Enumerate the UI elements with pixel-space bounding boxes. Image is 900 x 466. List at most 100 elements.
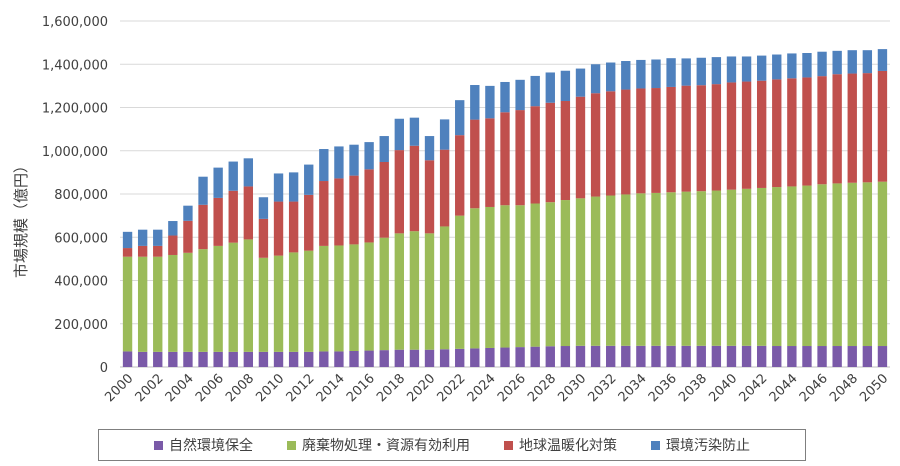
bar-segment <box>243 239 254 352</box>
bar-segment <box>711 190 722 346</box>
y-axis-label: 市場規模（億円） <box>12 158 30 278</box>
bar-segment <box>470 119 480 209</box>
y-tick-label: 0 <box>100 361 108 376</box>
bar-segment <box>319 181 329 246</box>
bar-segment <box>243 351 254 367</box>
x-tick-label: 2024 <box>465 371 499 405</box>
bar-segment <box>756 55 767 81</box>
bar-segment <box>696 85 706 192</box>
bar-segment <box>137 256 148 352</box>
bar-segment <box>545 346 555 367</box>
bar-segment <box>409 349 420 367</box>
x-tick-label: 2034 <box>616 371 650 405</box>
bar-segment <box>168 254 178 352</box>
bar-segment <box>756 187 767 346</box>
bar-segment <box>787 186 797 347</box>
bar-segment <box>772 79 782 188</box>
bar-segment <box>153 256 163 352</box>
bar-segment <box>772 346 782 367</box>
bar-segment <box>334 178 344 246</box>
bar-segment <box>802 346 812 367</box>
bar-segment <box>304 164 314 195</box>
bar-segment <box>470 348 480 367</box>
bar-segment <box>500 112 510 206</box>
x-tick-label: 2030 <box>555 371 589 405</box>
bar-segment <box>364 350 374 367</box>
bar-segment <box>168 351 178 367</box>
bar-segment <box>168 221 178 236</box>
bar-segment <box>590 196 601 346</box>
bars <box>122 49 888 367</box>
bar-segment <box>711 345 722 367</box>
bar-segment <box>877 70 888 182</box>
bar-segment <box>273 201 284 256</box>
legend-item: 廃棄物処理・資源有効利用 <box>287 435 470 455</box>
bar-segment <box>288 172 299 202</box>
bar-segment <box>545 102 555 203</box>
y-tick-label: 1,000,000 <box>42 145 108 160</box>
legend-item: 自然環境保全 <box>154 435 253 455</box>
bar-segment <box>409 231 420 350</box>
bar-segment <box>621 61 631 90</box>
bar-segment <box>847 50 857 74</box>
bar-segment <box>379 136 389 162</box>
legend-item: 環境汚染防止 <box>651 435 750 455</box>
legend-label: 地球温暖化対策 <box>519 438 617 454</box>
bar-segment <box>198 204 208 250</box>
bar-segment <box>349 144 359 176</box>
bar-segment <box>500 81 510 113</box>
bar-segment <box>288 201 299 253</box>
bar-segment <box>530 346 540 367</box>
bar-segment <box>862 182 873 347</box>
bar-segment <box>319 149 329 182</box>
bar-segment <box>394 150 404 234</box>
x-tick-label: 2026 <box>495 371 529 405</box>
bar-segment <box>756 80 767 188</box>
bar-segment <box>213 245 223 352</box>
bar-segment <box>153 351 163 367</box>
legend-label: 環境汚染防止 <box>666 438 750 454</box>
x-tick-label: 2010 <box>253 371 287 405</box>
bar-segment <box>606 345 616 367</box>
bar-segment <box>651 345 661 367</box>
bar-segment <box>168 235 178 255</box>
bar-segment <box>228 351 238 367</box>
legend-label: 自然環境保全 <box>169 438 253 454</box>
bar-segment <box>122 351 133 367</box>
bar-segment <box>847 346 857 367</box>
x-tick-label: 2000 <box>102 371 136 405</box>
bar-segment <box>515 79 525 111</box>
bar-segment <box>666 58 676 87</box>
bar-segment <box>122 248 133 257</box>
bar-segment <box>636 59 646 89</box>
bar-segment <box>379 350 389 367</box>
bar-segment <box>304 250 314 352</box>
bar-segment <box>439 149 450 227</box>
bar-segment <box>334 245 344 352</box>
bar-segment <box>847 182 857 347</box>
bar-segment <box>153 245 163 257</box>
x-tick-label: 2002 <box>133 371 167 405</box>
x-tick-label: 2022 <box>435 371 469 405</box>
bar-segment <box>606 62 616 92</box>
bar-segment <box>137 229 148 246</box>
bar-segment <box>439 349 450 367</box>
bar-segment <box>273 173 284 202</box>
bar-segment <box>213 197 223 246</box>
stacked-bar-chart: 0 200,000 400,000 600,000 800,000 1,000,000 1,… <box>12 15 891 405</box>
bar-segment <box>243 158 254 187</box>
bar-segment <box>817 76 827 185</box>
bar-segment <box>726 189 737 346</box>
bar-segment <box>409 145 420 232</box>
bar-segment <box>832 346 842 367</box>
x-tick-label: 2004 <box>163 371 197 405</box>
bar-segment <box>666 192 676 346</box>
bar-segment <box>651 192 661 346</box>
bar-segment <box>228 242 238 352</box>
bar-segment <box>802 185 812 347</box>
bar-segment <box>439 226 450 350</box>
bar-segment <box>455 100 465 136</box>
bar-segment <box>424 160 435 234</box>
bar-segment <box>560 346 571 367</box>
bar-segment <box>681 58 691 86</box>
